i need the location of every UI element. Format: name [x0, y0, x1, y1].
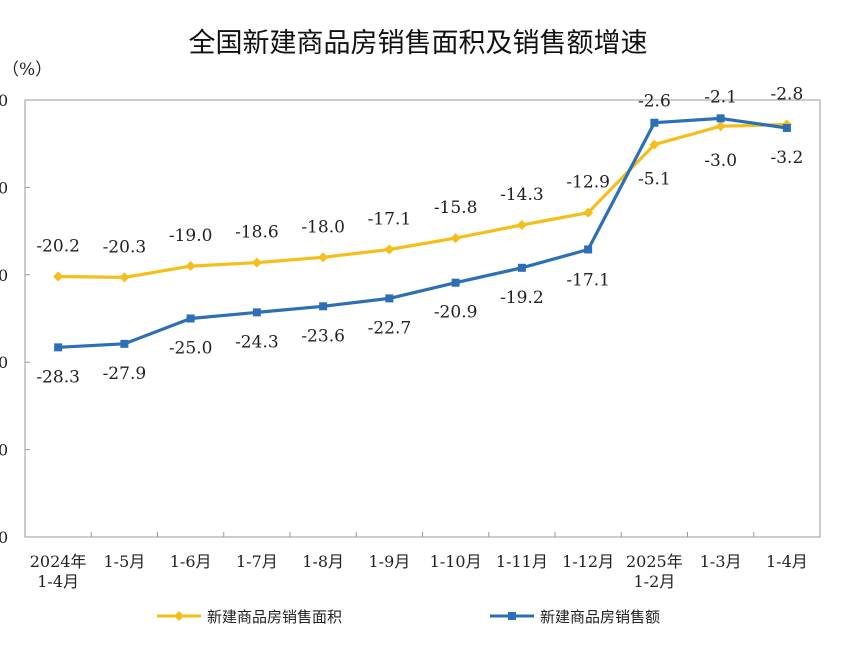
data-point	[251, 257, 262, 268]
data-point	[319, 302, 328, 311]
data-label: -2.8	[770, 84, 803, 104]
data-point	[650, 118, 659, 127]
data-point	[516, 219, 527, 230]
data-label: -2.1	[704, 87, 737, 107]
x-tick-label: 1-9月	[368, 552, 410, 571]
y-tick-label: 0	[0, 441, 8, 460]
legend-label: 新建商品房销售额	[540, 608, 660, 626]
data-label: -17.1	[566, 270, 610, 290]
data-point	[385, 294, 394, 303]
data-label: -20.3	[103, 237, 147, 257]
x-tick-label: 1-2月	[633, 572, 675, 591]
data-point	[716, 114, 725, 123]
legend-marker	[174, 611, 184, 621]
y-unit-label: （%）	[2, 60, 52, 80]
data-point	[782, 123, 791, 132]
data-point	[450, 233, 461, 244]
data-label: -27.9	[103, 364, 147, 384]
plot-frame	[24, 99, 821, 538]
legend-marker	[508, 612, 516, 620]
x-tick-label: 1-8月	[302, 552, 344, 571]
data-point	[584, 245, 593, 254]
data-label: -17.1	[368, 209, 412, 229]
y-axis: 0 0 0 0 0 0	[0, 91, 30, 547]
data-point	[583, 207, 594, 218]
data-label: -28.3	[36, 367, 80, 387]
data-point	[53, 271, 64, 282]
data-label: -12.9	[566, 173, 610, 193]
series-line-1	[58, 122, 787, 279]
data-label: -14.3	[500, 185, 544, 205]
data-label: -18.6	[235, 223, 279, 243]
data-label: -19.0	[169, 226, 213, 246]
x-tick-label: 1-5月	[103, 552, 145, 571]
data-point	[384, 244, 395, 255]
y-tick-label: 0	[0, 178, 8, 197]
data-point	[517, 263, 526, 272]
data-label: -15.8	[434, 198, 478, 218]
x-tick-label: 1-6月	[170, 552, 212, 571]
legend: 新建商品房销售面积 新建商品房销售额	[157, 608, 660, 626]
y-tick-label: 0	[0, 266, 8, 285]
data-point	[119, 272, 130, 283]
series-layer	[53, 114, 792, 352]
x-tick-label: 1-3月	[700, 552, 742, 571]
data-point	[185, 261, 196, 272]
data-label: -20.2	[36, 237, 80, 257]
data-label: -3.0	[704, 151, 737, 171]
y-tick-label: 0	[0, 91, 8, 110]
y-tick-label: 0	[0, 528, 8, 547]
data-point	[252, 308, 261, 317]
data-point	[54, 343, 63, 352]
x-tick-label: 1-12月	[562, 552, 614, 571]
data-label: -19.2	[500, 288, 544, 308]
data-label: -24.3	[235, 332, 279, 352]
data-point	[186, 314, 195, 323]
x-tick-label: 2025年	[626, 552, 683, 571]
data-point	[649, 139, 660, 150]
data-label: -20.9	[434, 303, 478, 323]
x-tick-label: 1-4月	[37, 572, 79, 591]
x-tick-label: 1-4月	[766, 552, 808, 571]
data-label: -25.0	[169, 339, 213, 359]
x-tick-label: 1-10月	[430, 552, 482, 571]
legend-label: 新建商品房销售面积	[207, 608, 342, 626]
data-point	[451, 278, 460, 287]
data-label: -23.6	[301, 326, 345, 346]
x-tick-label: 1-7月	[236, 552, 278, 571]
data-label: -5.1	[638, 170, 671, 190]
chart-title: 全国新建商品房销售面积及销售额增速	[189, 28, 648, 59]
x-tick-label: 2024年	[30, 552, 87, 571]
y-tick-label: 0	[0, 353, 8, 372]
x-tick-label: 1-11月	[496, 552, 548, 571]
series-line-2	[58, 116, 788, 349]
data-point	[120, 339, 129, 348]
data-labels: -20.2 -20.3 -19.0 -18.6 -18.0 -17.1 -15.8 -14.3…	[36, 84, 803, 387]
data-label: -22.7	[368, 318, 412, 338]
data-label: -3.2	[770, 148, 803, 168]
data-point	[715, 121, 726, 132]
data-point	[318, 252, 329, 263]
data-label: -2.6	[638, 92, 671, 112]
data-label: -18.0	[301, 217, 345, 237]
